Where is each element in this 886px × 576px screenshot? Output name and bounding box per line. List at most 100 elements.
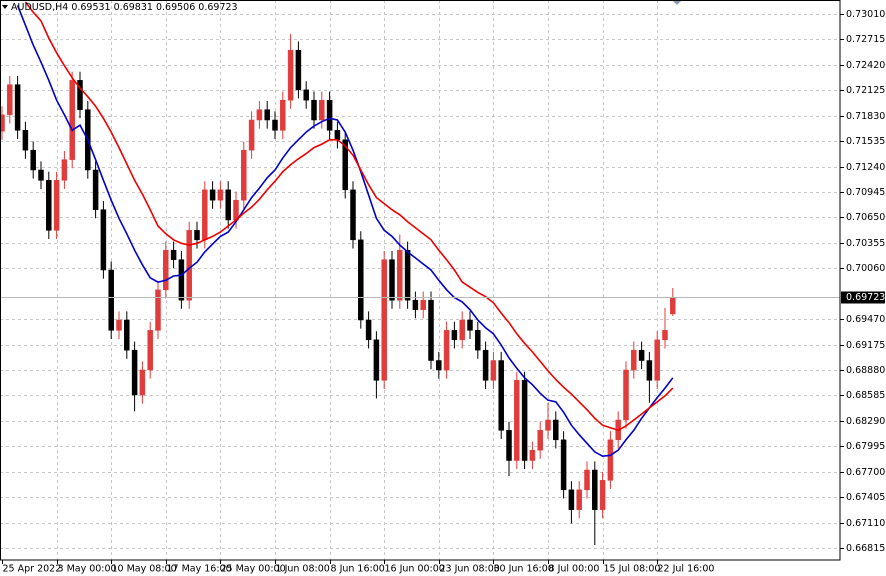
x-tick-label: 22 Jul 16:00 bbox=[658, 564, 715, 575]
x-tick-label: 15 Jul 08:00 bbox=[604, 564, 661, 575]
candle-body bbox=[482, 349, 489, 381]
candle-body bbox=[147, 330, 153, 371]
candle-body bbox=[490, 360, 497, 381]
candle-body bbox=[116, 319, 122, 331]
candle-body bbox=[319, 99, 325, 121]
candle-body bbox=[170, 249, 177, 260]
candle-body bbox=[381, 259, 387, 381]
x-tick-label: 17 May 16:00 bbox=[167, 564, 232, 575]
candle-body bbox=[225, 189, 231, 221]
x-tick-label: 23 Jun 08:00 bbox=[440, 564, 500, 575]
candle-body bbox=[436, 360, 442, 371]
candle-body bbox=[475, 330, 481, 351]
candle-body bbox=[22, 130, 29, 151]
candle-body bbox=[69, 80, 75, 160]
y-tick-label: 0.71535 bbox=[846, 136, 885, 147]
y-tick-label: 0.71240 bbox=[846, 162, 885, 173]
y-tick-label: 0.67700 bbox=[846, 467, 885, 478]
candle-body bbox=[389, 259, 395, 301]
candle-body bbox=[412, 299, 419, 310]
x-tick-label: 1 Jun 08:00 bbox=[276, 564, 330, 575]
candle-body bbox=[451, 330, 458, 341]
candle-body bbox=[186, 230, 192, 301]
y-tick-label: 0.70355 bbox=[846, 238, 885, 249]
candle-body bbox=[248, 119, 255, 151]
y-tick-label: 0.70060 bbox=[846, 263, 885, 274]
y-tick-label: 0.71830 bbox=[846, 111, 885, 122]
candle-body bbox=[506, 430, 512, 461]
candle-body bbox=[373, 339, 380, 381]
candle-body bbox=[459, 319, 465, 341]
candle-body bbox=[100, 209, 107, 271]
x-tick-label: 8 Jul 00:00 bbox=[549, 564, 600, 575]
candle-body bbox=[638, 349, 645, 361]
candle-body bbox=[38, 169, 44, 181]
candle-body bbox=[287, 49, 294, 101]
header-open: 0.69531 bbox=[71, 2, 110, 13]
y-tick-label: 0.69175 bbox=[846, 340, 885, 351]
last-price-box bbox=[841, 291, 885, 304]
symbol-menu-icon[interactable] bbox=[2, 5, 8, 9]
moving-average-line bbox=[16, 5, 674, 458]
candle-body bbox=[420, 299, 426, 310]
x-tick-label: 3 May 00:00 bbox=[58, 564, 117, 575]
candle-body bbox=[30, 149, 36, 171]
x-tick-label: 25 May 00:00 bbox=[221, 564, 286, 575]
y-tick-label: 0.67995 bbox=[846, 441, 885, 452]
header-high: 0.69831 bbox=[114, 2, 153, 13]
candle-body bbox=[92, 169, 99, 210]
candle-body bbox=[623, 369, 629, 421]
y-tick-label: 0.72420 bbox=[846, 60, 885, 71]
candle-body bbox=[124, 319, 130, 351]
candle-body bbox=[443, 330, 450, 371]
candle-body bbox=[365, 319, 372, 341]
candle-body bbox=[584, 469, 590, 491]
candle-body bbox=[217, 189, 224, 201]
candle-body bbox=[194, 230, 200, 241]
candle-body bbox=[646, 360, 653, 381]
y-tick-label: 0.72715 bbox=[846, 34, 885, 45]
candle-body bbox=[280, 99, 286, 131]
candle-body bbox=[233, 199, 239, 221]
candle-body bbox=[131, 349, 138, 396]
candle-body bbox=[77, 80, 83, 110]
y-tick-label: 0.70650 bbox=[846, 212, 885, 223]
y-tick-label: 0.67110 bbox=[846, 518, 885, 529]
candle-body bbox=[139, 369, 146, 396]
candle-body bbox=[202, 189, 208, 241]
candle-body bbox=[670, 297, 676, 315]
symbol-title: AUDUSD,H4 bbox=[11, 2, 68, 13]
candle-body bbox=[303, 89, 309, 101]
x-tick-label: 16 Jun 00:00 bbox=[385, 564, 445, 575]
candle-body bbox=[607, 439, 614, 481]
candle-body bbox=[428, 299, 434, 361]
y-tick-label: 0.68290 bbox=[846, 416, 885, 427]
x-tick-label: 25 Apr 2022 bbox=[3, 564, 62, 575]
candle-body bbox=[241, 149, 247, 201]
y-tick-label: 0.67405 bbox=[846, 492, 885, 503]
header-close: 0.69723 bbox=[198, 2, 237, 13]
candle-body bbox=[545, 419, 551, 431]
moving-average-line bbox=[24, 1, 674, 432]
candle-body bbox=[272, 119, 278, 131]
axes: 0.73010 0.72715 0.72420 0.72125 0.71830 0.715… bbox=[2, 9, 885, 575]
candle-body bbox=[521, 380, 528, 461]
candle-body bbox=[631, 349, 637, 371]
candle-body bbox=[155, 289, 161, 331]
candle-body bbox=[576, 489, 582, 510]
plot-border bbox=[0, 0, 841, 561]
candle-body bbox=[514, 380, 520, 461]
y-tick-label: 0.66815 bbox=[846, 543, 885, 554]
y-tick-label: 0.68585 bbox=[846, 390, 885, 401]
candle-body bbox=[295, 49, 302, 91]
header-low: 0.69506 bbox=[156, 2, 195, 13]
candle-body bbox=[264, 109, 270, 121]
candle-body bbox=[334, 130, 341, 141]
y-tick-label: 0.70945 bbox=[846, 187, 885, 198]
y-tick-label: 0.72125 bbox=[846, 85, 885, 96]
candle-body bbox=[537, 430, 543, 451]
y-tick-label: 0.69470 bbox=[846, 314, 885, 325]
candle-body bbox=[350, 189, 356, 241]
